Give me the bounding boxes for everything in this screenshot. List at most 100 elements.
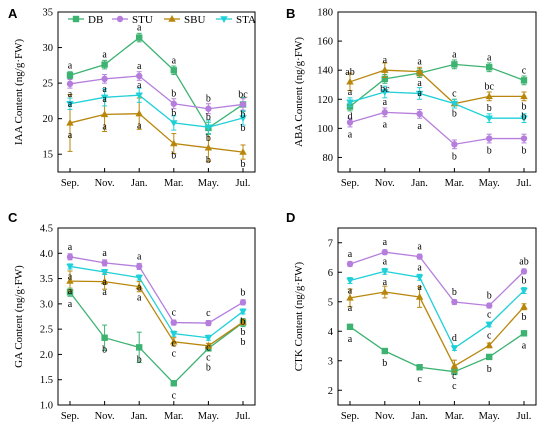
significance-label: b — [522, 312, 527, 323]
significance-label: a — [452, 49, 457, 60]
legend: DB STU SBU STA — [68, 14, 256, 26]
data-point — [485, 92, 493, 100]
y-tick-label: 3.5 — [40, 274, 53, 285]
significance-label: a — [137, 23, 142, 34]
data-point — [170, 100, 177, 107]
data-point — [100, 94, 109, 102]
y-axis-label: GA Content (ng/g·FW) — [13, 265, 25, 368]
panel-A: A 15 20 25 30 35 Sep. Nov. Jan. Mar. May. Jul. IAA C… — [8, 6, 256, 189]
data-point — [486, 302, 493, 309]
significance-label: a — [68, 89, 73, 100]
data-point — [170, 319, 177, 326]
data-point — [415, 90, 424, 98]
significance-label: b — [241, 287, 246, 298]
series-SBU — [346, 62, 528, 109]
y-tick-label: 100 — [317, 124, 333, 135]
panel-C: C 1.0 1.5 2.0 2.5 3.0 3.5 4.0 4.5 Sep. Nov. Jan. Mar… — [8, 210, 256, 422]
significance-label: b — [241, 327, 246, 338]
significance-label: b — [487, 291, 492, 302]
data-point — [239, 148, 247, 155]
data-point — [381, 66, 389, 73]
significance-label: a — [417, 78, 422, 89]
significance-label: b — [171, 151, 176, 162]
significance-label: a — [383, 256, 388, 267]
significance-label: b — [206, 363, 211, 374]
data-point — [66, 118, 74, 126]
data-point — [486, 64, 493, 71]
data-point — [450, 100, 459, 108]
significance-label: c — [452, 371, 457, 382]
data-point — [101, 75, 108, 83]
y-tick-label: 20 — [43, 114, 54, 125]
y-tick-label: 180 — [317, 8, 333, 19]
significance-label: b — [206, 112, 211, 123]
significance-label: d — [452, 333, 457, 344]
data-point — [450, 345, 459, 353]
significance-label: a — [383, 237, 388, 248]
series-SBU — [66, 93, 247, 162]
significance-label: a — [383, 55, 388, 66]
series-STU — [66, 71, 247, 115]
significance-label: c — [172, 349, 177, 360]
series-line — [69, 36, 244, 129]
significance-label: a — [137, 293, 142, 304]
data-point — [100, 277, 109, 285]
significance-label: b — [102, 345, 107, 356]
legend-marker — [116, 15, 124, 23]
panel-label: A — [8, 6, 18, 21]
y-tick-label: 5 — [328, 297, 333, 308]
significance-label: a — [68, 271, 73, 282]
y-tick-label: 35 — [43, 8, 54, 19]
series-line — [349, 111, 524, 146]
x-tick-label: Jan. — [131, 178, 148, 189]
significance-label: c — [172, 390, 177, 401]
series-STU — [346, 248, 528, 309]
x-tick-label: Nov. — [375, 411, 395, 422]
data-point — [101, 334, 108, 341]
significance-label: c — [522, 65, 527, 76]
data-point — [170, 380, 177, 387]
data-point — [486, 353, 493, 361]
series-line — [349, 251, 525, 307]
significance-label: b — [206, 94, 211, 105]
series-STU — [346, 107, 528, 150]
data-point — [346, 260, 354, 268]
y-axis-label: IAA Content (ng/g·FW) — [13, 39, 25, 146]
significance-label: c — [206, 343, 211, 354]
significance-label: a — [487, 52, 492, 63]
data-point — [485, 341, 493, 349]
x-tick-label: Sep. — [341, 411, 359, 422]
significance-label: d — [348, 112, 353, 123]
y-tick-label: 3.0 — [40, 299, 53, 310]
data-point — [381, 109, 388, 116]
data-point — [520, 268, 528, 275]
significance-label: a — [417, 262, 422, 273]
data-point — [170, 330, 178, 338]
significance-label: bc — [380, 84, 390, 95]
series-DB — [66, 32, 247, 135]
significance-label: a — [172, 55, 177, 66]
significance-label: b — [382, 358, 387, 369]
data-point — [204, 341, 213, 349]
series-line — [349, 326, 525, 373]
series-DB — [66, 287, 247, 387]
significance-label: b — [452, 151, 457, 162]
y-tick-label: 30 — [43, 43, 54, 54]
data-point — [381, 89, 389, 96]
significance-label: b — [452, 287, 457, 298]
significance-label: ab — [519, 256, 528, 267]
y-tick-label: 140 — [317, 66, 333, 77]
significance-label: a — [137, 80, 142, 91]
significance-label: a — [417, 282, 422, 293]
significance-label: a — [137, 283, 142, 294]
y-tick-label: 4.5 — [40, 224, 53, 235]
legend-marker — [72, 15, 80, 23]
significance-label: a — [417, 242, 422, 253]
y-tick-label: 15 — [43, 150, 54, 161]
data-point — [520, 287, 528, 295]
significance-label: b — [487, 103, 492, 114]
data-point — [66, 101, 74, 108]
data-point — [66, 263, 74, 271]
y-tick-label: 120 — [317, 95, 333, 106]
panel-label: C — [8, 210, 18, 225]
